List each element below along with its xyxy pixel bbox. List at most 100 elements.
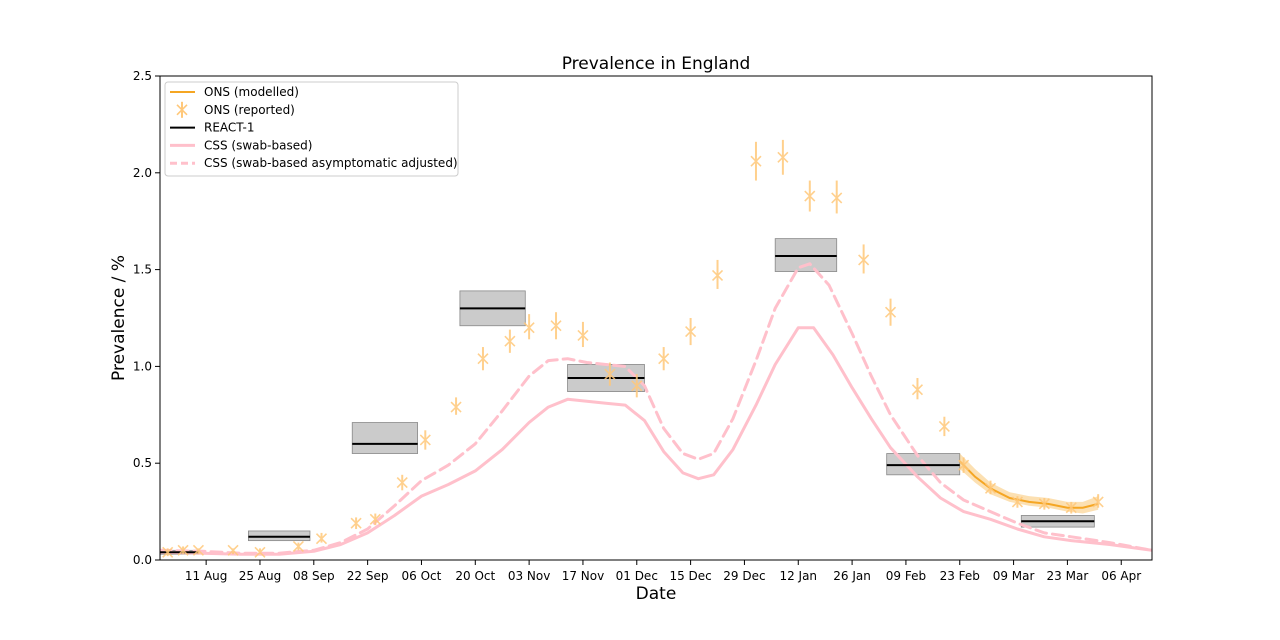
x-tick-label-8: 01 Dec — [616, 569, 658, 583]
ons-reported-point-5 — [292, 540, 304, 553]
ons-reported-marker-b-21 — [711, 269, 724, 281]
y-axis-ticks: 0.0 0.5 1.0 1.5 2.0 2.5 — [133, 69, 160, 567]
ons-reported-marker-b-14 — [523, 322, 535, 334]
legend-box — [164, 81, 459, 177]
ons-modelled-line — [959, 460, 1099, 509]
y-tick-label-5: 2.5 — [133, 69, 152, 83]
ons-reported-point-10 — [419, 430, 431, 450]
ons-reported-point-33 — [1038, 498, 1050, 510]
x-tick-label-1: 25 Aug — [239, 569, 282, 583]
ons-reported-point-14 — [523, 314, 535, 340]
ons-reported-point-15 — [550, 312, 562, 340]
ons-reported-point-20 — [685, 318, 697, 346]
x-tick-label-3: 22 Sep — [347, 569, 389, 583]
ons-reported-point-13 — [504, 329, 516, 353]
ons-reported-point-3 — [227, 544, 239, 556]
ons-reported-marker-b-4 — [254, 546, 266, 558]
x-tick-label-12: 26 Jan — [833, 569, 871, 583]
ons-reported-point-27 — [884, 298, 897, 326]
ons-reported-point-26 — [858, 244, 870, 274]
ons-reported-point-2 — [192, 544, 205, 556]
x-tick-label-4: 06 Oct — [402, 569, 442, 583]
react1-interval-box-2 — [351, 422, 419, 454]
legend-item-1: ONS (reported) — [176, 101, 295, 118]
css-asymptomatic-adjusted-line — [160, 262, 1152, 555]
ons-reported-marker-b-2 — [192, 544, 205, 556]
ons-reported-point-29 — [938, 416, 950, 437]
legend-label: ONS (modelled) — [204, 85, 299, 99]
ons-reported-marker-b-24 — [804, 190, 816, 202]
legend-label: REACT-1 — [204, 121, 255, 135]
ons-reported-marker-b-12 — [477, 353, 489, 365]
ons-reported-point-11 — [450, 397, 462, 415]
ons-reported-point-18 — [631, 374, 643, 398]
ons-reported-marker-b-0 — [162, 546, 174, 558]
ons-reported-point-21 — [711, 259, 724, 289]
ons-reported-marker-b-25 — [831, 192, 843, 204]
y-axis-label: Prevalence / % — [109, 255, 129, 381]
ons-reported-marker-b-26 — [858, 254, 870, 266]
y-tick-label-2: 1.0 — [133, 359, 152, 373]
ons-reported-marker-b-10 — [419, 434, 431, 446]
legend-label: CSS (swab-based asymptomatic adjusted) — [204, 156, 458, 170]
legend-item-2: REACT-1 — [170, 121, 255, 135]
legend-marker-icon-b — [176, 104, 188, 116]
ons-reported-marker-b-8 — [369, 513, 381, 525]
ons-reported-marker-b-35 — [1092, 496, 1104, 508]
ons-reported-point-19 — [658, 347, 670, 371]
ons-reported-point-9 — [396, 474, 408, 491]
x-tick-label-15: 09 Mar — [993, 569, 1035, 583]
legend-item-3: CSS (swab-based) — [170, 138, 312, 152]
ons-reported-marker-b-17 — [604, 368, 616, 380]
x-tick-label-6: 03 Nov — [508, 569, 551, 583]
x-tick-label-13: 09 Feb — [886, 569, 926, 583]
ons-reported-marker-b-3 — [227, 544, 239, 556]
ons-reported-marker-b-11 — [450, 401, 462, 413]
plot-frame — [159, 75, 1153, 561]
y-tick-label-4: 2.0 — [133, 166, 152, 180]
ons-reported-point-16 — [577, 321, 589, 348]
y-tick-label-3: 1.5 — [133, 263, 152, 277]
ons-reported-marker-b-7 — [350, 517, 362, 529]
y-tick-label-0: 0.0 — [133, 553, 152, 567]
x-tick-label-11: 12 Jan — [779, 569, 817, 583]
ons-reported-point-23 — [777, 139, 789, 175]
chart-marks — [160, 139, 1152, 558]
ons-reported-point-30 — [958, 457, 970, 473]
ons-reported-marker-b-20 — [685, 325, 697, 338]
ons-reported-marker-b-19 — [658, 353, 670, 365]
ons-reported-point-4 — [254, 546, 266, 558]
x-tick-label-7: 17 Nov — [562, 569, 605, 583]
ons-reported-point-31 — [984, 480, 997, 495]
ons-reported-point-1 — [177, 544, 189, 556]
ons-reported-point-34 — [1065, 501, 1077, 514]
ons-reported-marker-b-28 — [911, 384, 924, 396]
ons-reported-point-25 — [831, 180, 843, 214]
ons-reported-marker-b-13 — [504, 335, 516, 347]
ons-reported-point-17 — [604, 362, 616, 386]
ons-reported-point-0 — [162, 546, 174, 558]
y-tick-label-1: 0.5 — [133, 456, 152, 470]
ons-reported-marker-b-32 — [1011, 496, 1023, 508]
ons-reported-marker-b-30 — [958, 459, 970, 471]
ons-reported-marker-b-27 — [884, 306, 897, 318]
ons-reported-marker-b-31 — [984, 482, 997, 494]
x-tick-label-14: 23 Feb — [940, 569, 980, 583]
chart-title: Prevalence in England — [562, 54, 751, 74]
ons-reported-marker-b-29 — [938, 420, 950, 432]
legend-item-4: CSS (swab-based asymptomatic adjusted) — [170, 156, 458, 170]
ons-reported-point-12 — [477, 347, 489, 371]
x-tick-label-16: 23 Mar — [1047, 569, 1089, 583]
x-tick-label-2: 08 Sep — [293, 569, 335, 583]
ons-reported-point-22 — [750, 141, 762, 181]
ons-reported-point-35 — [1092, 494, 1104, 508]
ons-reported-point-24 — [804, 180, 816, 212]
x-tick-label-5: 20 Oct — [455, 569, 495, 583]
ons-reported-marker-b-18 — [631, 380, 643, 392]
ons-reported-marker-b-6 — [315, 533, 328, 545]
ons-reported-marker-b-34 — [1065, 502, 1077, 514]
ons-reported-point-8 — [369, 513, 381, 526]
css-swab-based-line — [160, 326, 1152, 556]
x-tick-label-10: 29 Dec — [723, 569, 765, 583]
x-tick-label-17: 06 Apr — [1101, 569, 1141, 583]
